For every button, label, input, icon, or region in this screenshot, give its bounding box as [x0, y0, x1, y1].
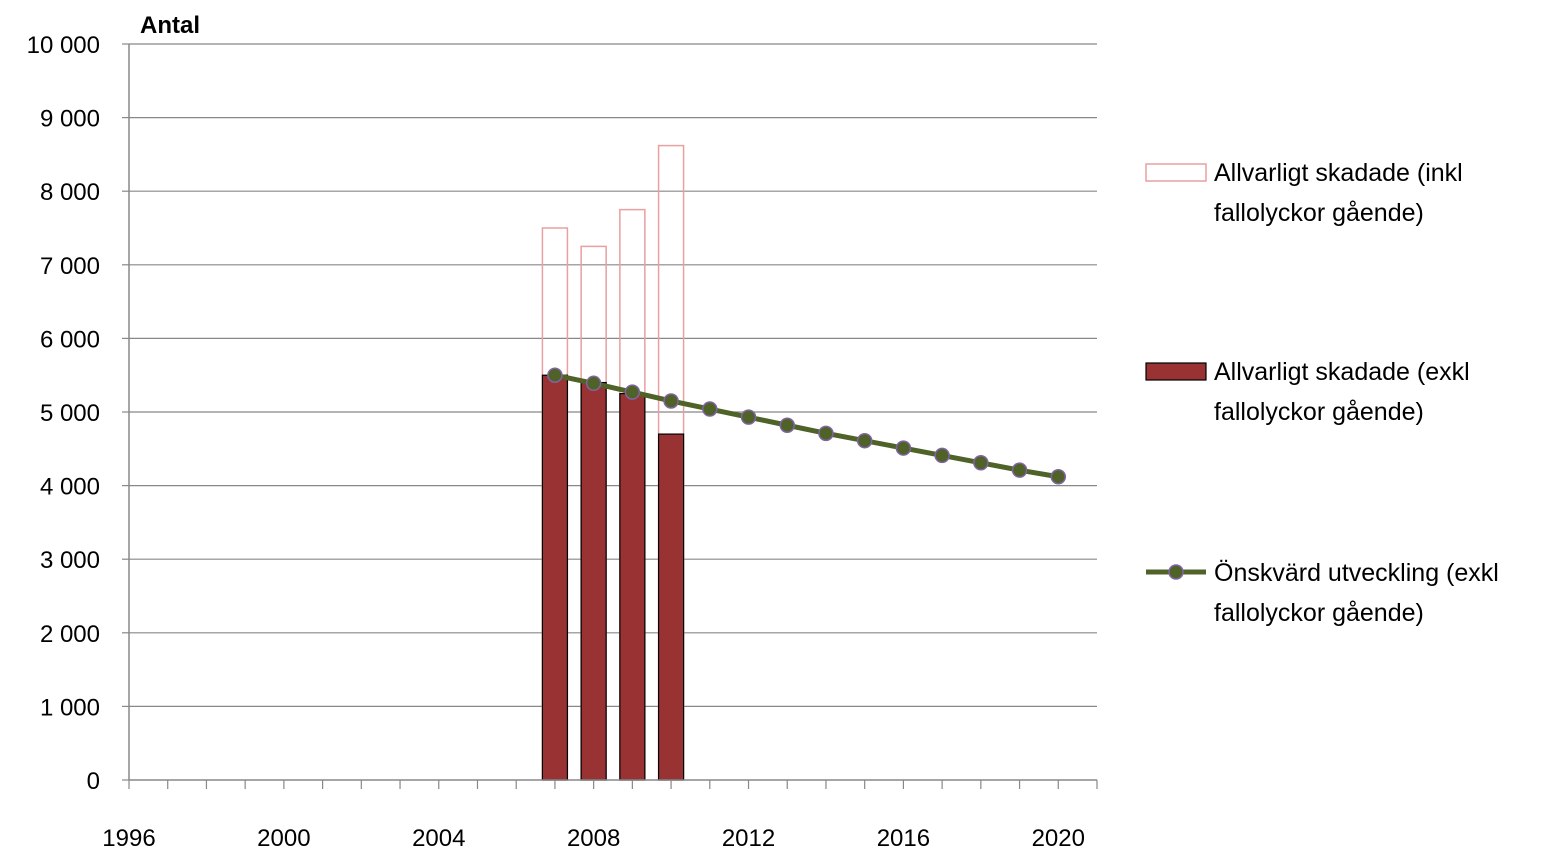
legend-label-0-0: Allvarligt skadade (inkl: [1214, 159, 1463, 187]
x-tick-label-2004: 2004: [412, 825, 465, 852]
x-tick-label-1996: 1996: [102, 825, 155, 852]
point-2016: [895, 440, 912, 456]
line-series: [547, 367, 1067, 485]
x-tick-label-2012: 2012: [722, 825, 775, 852]
x-tick-label-2020: 2020: [1032, 825, 1085, 852]
legend-label-1-0: Allvarligt skadade (exkl: [1214, 358, 1470, 386]
x-tick-label-2016: 2016: [877, 825, 930, 852]
y-tick-label-1: 1 000: [40, 694, 100, 721]
legend-label-2-0: Önskvärd utveckling (exkl: [1214, 559, 1499, 587]
legend-label-0-1: fallolyckor gående): [1214, 199, 1424, 227]
legend-swatch-inkl: [1145, 163, 1207, 182]
legend-entry-1: Allvarligt skadade (exkl fallolyckor gåen…: [1145, 358, 1470, 426]
point-2019: [1011, 462, 1028, 478]
point-2007: [547, 367, 563, 383]
gridlines: [129, 43, 1097, 708]
y-tick-label-10: 10 000: [27, 32, 100, 59]
bars-exkl: [541, 374, 685, 781]
point-2014: [818, 425, 834, 442]
point-2010: [663, 393, 679, 409]
y-tick-label-7: 7 000: [40, 253, 100, 280]
bar-exkl-2010: [657, 433, 685, 781]
y-axis-title: Antal: [140, 12, 200, 39]
legend-label-1-1: fallolyckor gående): [1214, 398, 1424, 426]
bar-exkl-2009: [619, 393, 646, 781]
point-2020: [1050, 469, 1067, 485]
bar-exkl-2008: [580, 381, 607, 781]
y-tick-label-2: 2 000: [40, 621, 100, 648]
y-tick-label-5: 5 000: [40, 400, 100, 427]
point-2017: [934, 447, 950, 464]
legend-entry-0: Allvarligt skadade (inkl fallolyckor gåen…: [1145, 159, 1463, 227]
legend-entry-2: Önskvärd utveckling (exkl fallolyckor gåe…: [1146, 559, 1499, 627]
x-tick-labels: 1996 2000 2004 2008 2012 2016 2020: [102, 825, 1085, 852]
axes: [122, 43, 1098, 789]
y-tick-label-3: 3 000: [40, 547, 100, 574]
legend-swatch-exkl: [1145, 362, 1207, 381]
y-tick-label-6: 6 000: [40, 326, 100, 353]
point-2015: [856, 432, 873, 449]
legend: Allvarligt skadade (inkl fallolyckor gåen…: [1145, 159, 1499, 627]
point-2018: [973, 455, 989, 471]
legend-swatch-marker: [1168, 564, 1184, 580]
point-2011: [702, 401, 718, 417]
point-2009: [624, 384, 641, 400]
legend-label-2-1: fallolyckor gående): [1214, 599, 1424, 627]
point-2012: [740, 409, 757, 425]
y-tick-label-8: 8 000: [40, 179, 100, 206]
x-tick-label-2008: 2008: [567, 825, 620, 852]
point-2008: [585, 375, 602, 392]
y-tick-label-0: 0: [87, 768, 100, 795]
y-tick-labels: 0 1 000 2 000 3 000 4 000 5 000 6 000 7 000 8 00…: [27, 32, 100, 795]
point-2013: [779, 417, 795, 433]
y-tick-label-4: 4 000: [40, 474, 100, 501]
bar-exkl-2007: [541, 374, 569, 781]
y-tick-label-9: 9 000: [40, 106, 100, 133]
x-tick-label-2000: 2000: [257, 825, 310, 852]
